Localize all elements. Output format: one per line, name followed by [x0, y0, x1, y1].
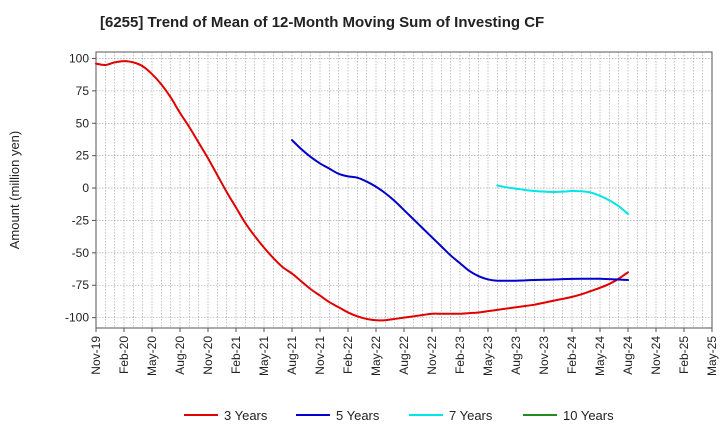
legend-label-3-years: 3 Years — [224, 408, 268, 423]
x-tick-label: Feb-24 — [565, 336, 579, 374]
legend-label-7-years: 7 Years — [449, 408, 493, 423]
x-tick-label: Feb-25 — [677, 336, 691, 374]
x-tick-label: Feb-21 — [229, 336, 243, 374]
y-tick-label: -100 — [65, 311, 89, 325]
chart-title: [6255] Trend of Mean of 12-Month Moving … — [100, 14, 544, 31]
x-tick-label: Nov-20 — [201, 336, 215, 375]
x-tick-label: Aug-20 — [173, 336, 187, 375]
x-tick-label: May-25 — [705, 336, 719, 376]
y-axis-label: Amount (million yen) — [7, 131, 22, 250]
series-line-5-years — [291, 139, 629, 282]
legend-label-5-years: 5 Years — [336, 408, 380, 423]
y-tick-label: -25 — [72, 213, 90, 227]
x-tick-label: Nov-22 — [425, 336, 439, 375]
grid — [96, 52, 712, 328]
y-axis-ticks: 100 75 50 25 0 -25 -50 -75 -100 — [65, 51, 96, 325]
y-tick-label: 75 — [76, 84, 90, 98]
x-tick-label: May-23 — [481, 336, 495, 376]
x-tick-label: May-22 — [369, 336, 383, 376]
x-tick-label: Nov-24 — [649, 336, 663, 375]
series-line-7-years — [496, 184, 629, 215]
y-tick-label: 0 — [82, 181, 89, 195]
x-tick-label: Nov-23 — [537, 336, 551, 375]
x-tick-label: May-21 — [257, 336, 271, 376]
x-tick-label: Nov-19 — [89, 336, 103, 375]
x-tick-label: May-24 — [593, 336, 607, 376]
series-lines — [95, 60, 629, 322]
y-tick-label: -75 — [72, 278, 90, 292]
x-tick-label: May-20 — [145, 336, 159, 376]
y-tick-label: 100 — [69, 51, 89, 65]
y-tick-label: 25 — [76, 149, 90, 163]
x-tick-label: Aug-23 — [509, 336, 523, 375]
x-axis-ticks: Nov-19 Feb-20 May-20 Aug-20 Nov-20 Feb-21 May-… — [89, 328, 719, 376]
legend: 3 Years 5 Years 7 Years 10 Years — [184, 408, 614, 423]
x-tick-label: Aug-22 — [397, 336, 411, 375]
x-tick-label: Feb-22 — [341, 336, 355, 374]
y-tick-label: -50 — [72, 246, 90, 260]
x-tick-label: Aug-21 — [285, 336, 299, 375]
x-tick-label: Aug-24 — [621, 336, 635, 375]
legend-label-10-years: 10 Years — [563, 408, 614, 423]
x-tick-label: Nov-21 — [313, 336, 327, 375]
x-tick-label: Feb-23 — [453, 336, 467, 374]
series-line-3-years — [95, 60, 629, 322]
y-tick-label: 50 — [76, 116, 90, 130]
x-tick-label: Feb-20 — [117, 336, 131, 374]
